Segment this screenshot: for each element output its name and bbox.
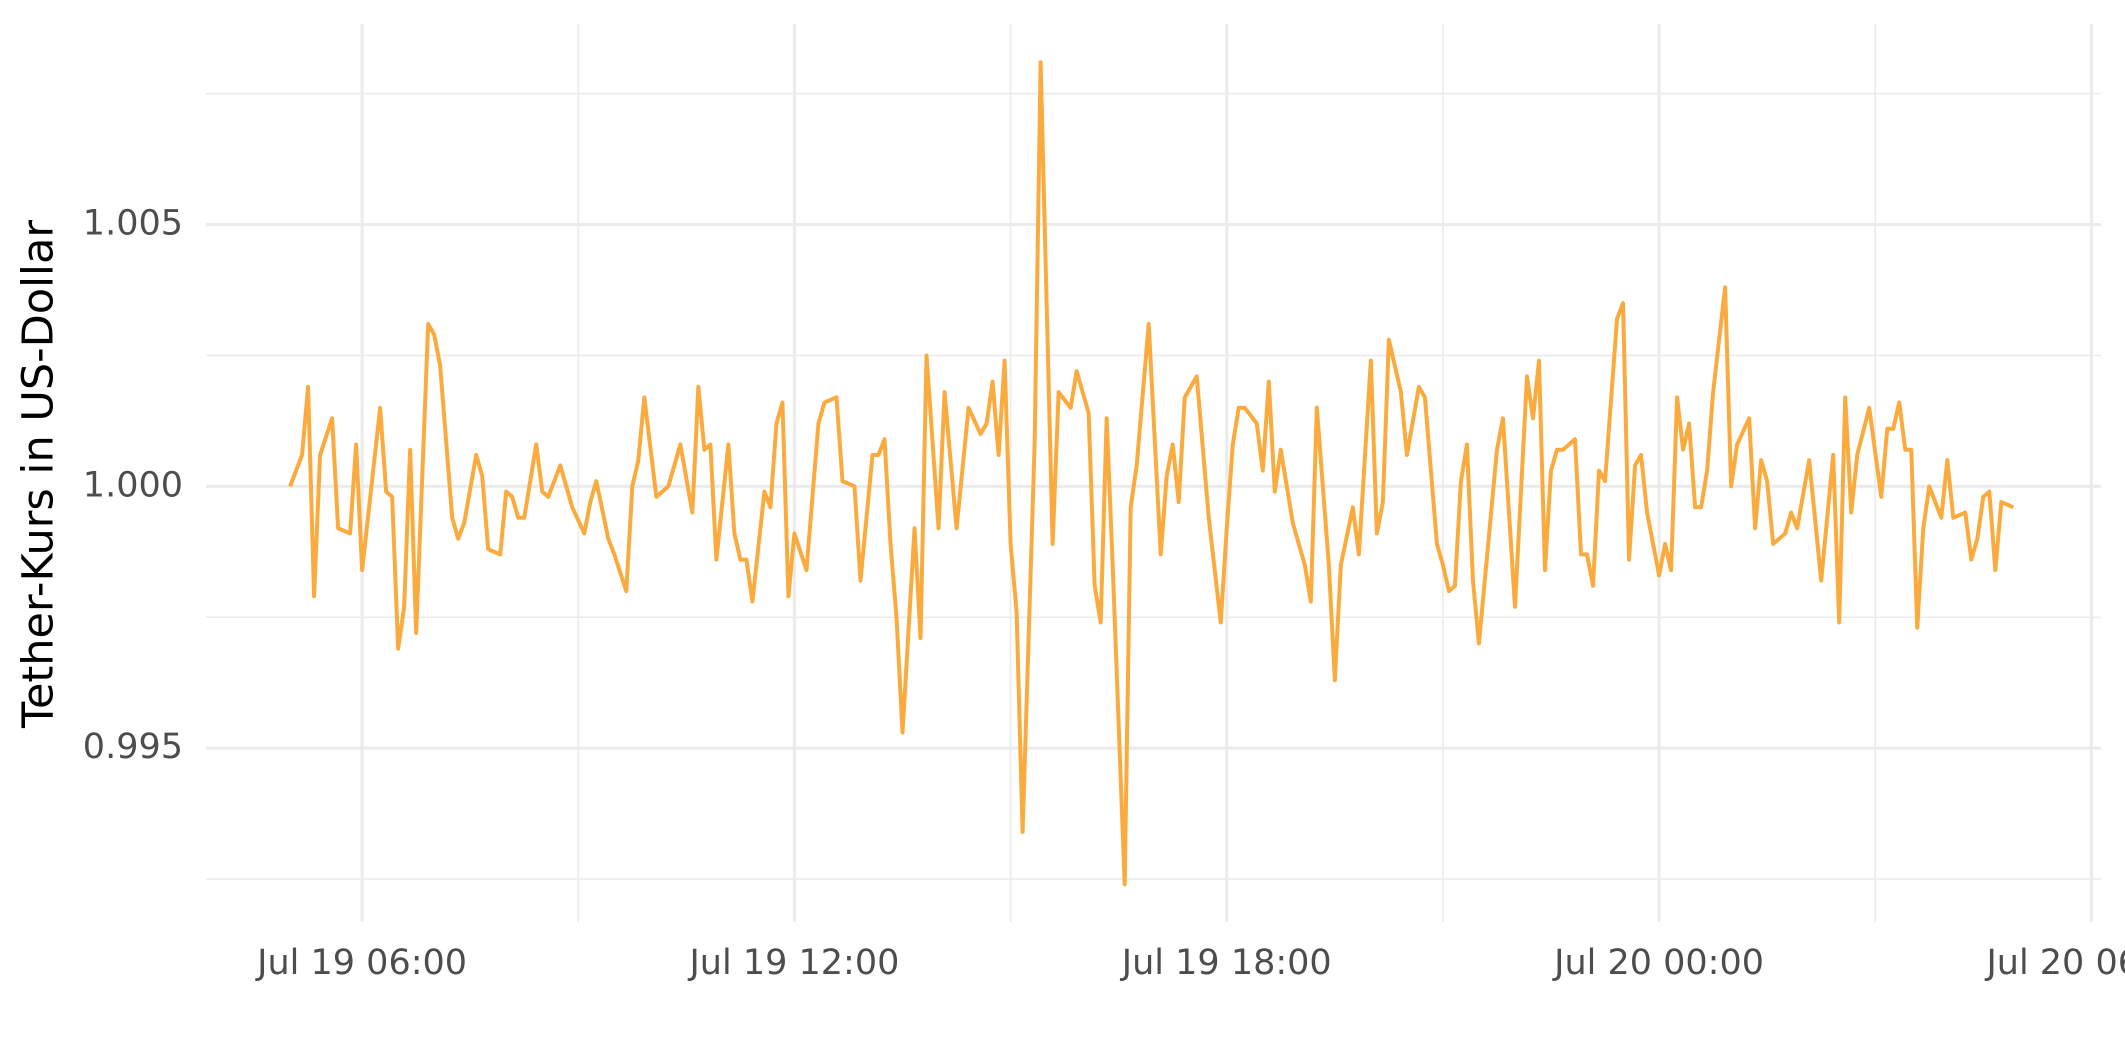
- x-tick-label: Jul 19 06:00: [255, 943, 467, 983]
- x-tick-label: Jul 20 00:00: [1552, 943, 1764, 983]
- y-tick-label: 1.000: [83, 465, 183, 505]
- y-axis-title: Tether-Kurs in US-Dollar: [14, 220, 64, 729]
- x-tick-label: Jul 19 12:00: [687, 943, 899, 983]
- y-tick-label: 1.005: [83, 204, 183, 244]
- price-line: [288, 60, 2015, 887]
- x-tick-label: Jul 19 18:00: [1120, 943, 1332, 983]
- x-tick-label: Jul 20 06:00: [1984, 943, 2125, 983]
- y-tick-label: 0.995: [83, 727, 183, 767]
